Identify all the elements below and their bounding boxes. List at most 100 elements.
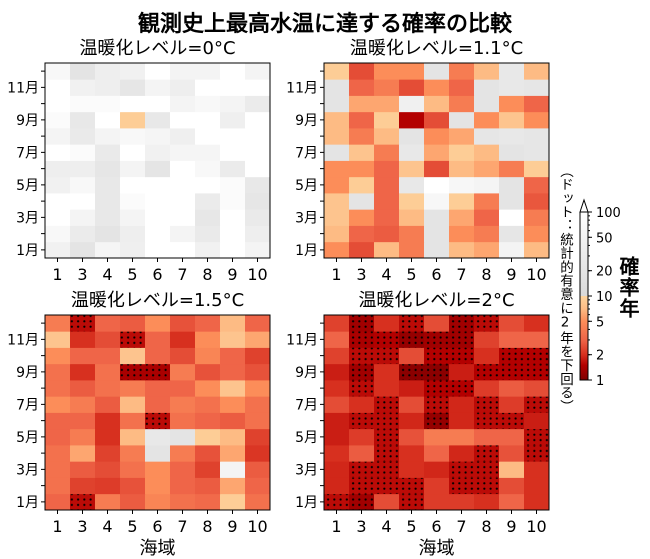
- y-tick-label: 9月: [16, 113, 39, 129]
- heatmap-cell: [374, 493, 400, 511]
- y-tick-label: 5月: [295, 178, 318, 194]
- heatmap-cell: [374, 363, 400, 381]
- heatmap-cell: [374, 144, 400, 161]
- heatmap-cell: [245, 95, 271, 113]
- heatmap-cell: [474, 144, 500, 161]
- heatmap-cell: [324, 315, 350, 332]
- heatmap-cell: [95, 79, 121, 96]
- heatmap-cell: [499, 209, 525, 226]
- significance-dots: [524, 363, 549, 380]
- heatmap-cell: [349, 111, 375, 129]
- heatmap-cell: [170, 95, 196, 113]
- heatmap-cell: [120, 128, 146, 145]
- heatmap-cell: [170, 79, 196, 96]
- x-tick-label: 7: [456, 265, 466, 284]
- heatmap-cell: [399, 380, 425, 397]
- heatmap-cell: [45, 193, 71, 210]
- heatmap-cell: [324, 79, 350, 96]
- heatmap-cell: [449, 209, 475, 226]
- heatmap-cell: [374, 241, 400, 259]
- heatmap-cell: [95, 63, 121, 80]
- significance-dots: [449, 331, 474, 348]
- heatmap-cell: [245, 63, 271, 80]
- heatmap-cell: [120, 461, 146, 478]
- x-tick-label: 3: [77, 517, 87, 536]
- heatmap-cell: [245, 493, 271, 511]
- x-tick-label: 8: [202, 265, 212, 284]
- heatmap-cell: [95, 128, 121, 145]
- significance-dots: [524, 428, 549, 445]
- heatmap-cell: [220, 380, 246, 397]
- heatmap-cell: [424, 428, 450, 446]
- y-tick-label: 3月: [295, 462, 318, 478]
- heatmap-cell: [374, 176, 400, 194]
- heatmap-cell: [349, 396, 375, 413]
- heatmap-cell: [449, 225, 475, 243]
- x-tick-label: 1: [52, 517, 62, 536]
- y-tick-label: 7月: [16, 145, 39, 161]
- heatmap-cell: [195, 225, 221, 243]
- x-tick-label: 9: [506, 517, 516, 536]
- heatmap-cell: [220, 331, 246, 348]
- heatmap-cell: [120, 176, 146, 194]
- x-axis-label: 海域: [419, 538, 455, 559]
- heatmap-cell: [120, 111, 146, 129]
- heatmap-cell: [45, 95, 71, 113]
- heatmap-cell: [349, 209, 375, 226]
- heatmap-cell: [45, 493, 71, 511]
- heatmap-cell: [399, 193, 425, 210]
- heatmap-cell: [145, 461, 171, 478]
- colorbar-label: 確率年: [616, 256, 640, 319]
- heatmap-cell: [170, 380, 196, 397]
- heatmap-cell: [449, 412, 475, 430]
- y-tick-label: 3月: [295, 210, 318, 226]
- x-tick-label: 6: [431, 265, 441, 284]
- heatmap-cell: [95, 477, 121, 495]
- significance-dots: [374, 396, 399, 413]
- heatmap-cell: [145, 63, 171, 80]
- heatmap-cell: [95, 241, 121, 259]
- heatmap-cell: [524, 241, 550, 259]
- heatmap-cell: [245, 331, 271, 348]
- heatmap-cell: [95, 176, 121, 194]
- significance-dots: [349, 477, 374, 494]
- heatmap-cell: [95, 209, 121, 226]
- heatmap-panel-2: 温暖化レベル=1.1°C 1月 3月 5月 7月 9月 11月 1 3 4 5 6 7 8 9 10: [286, 38, 550, 284]
- significance-dots: [70, 315, 95, 332]
- heatmap-cell: [324, 380, 350, 397]
- x-tick-label: 7: [177, 517, 187, 536]
- x-tick-label: 10: [247, 517, 267, 536]
- x-tick-label: 4: [102, 517, 112, 536]
- heatmap-cell: [70, 63, 96, 80]
- heatmap-cell: [95, 428, 121, 446]
- heatmap-cell: [45, 63, 71, 80]
- heatmap-cell: [474, 79, 500, 96]
- significance-dots: [324, 493, 349, 510]
- x-tick-label: 9: [227, 517, 237, 536]
- significance-note: （ドット：統計的有意に2年を下回る）: [557, 164, 573, 414]
- heatmap-cell: [424, 209, 450, 226]
- heatmap-cell: [424, 160, 450, 178]
- heatmap-cell: [245, 380, 271, 397]
- significance-dots: [424, 412, 449, 429]
- heatmap-cell: [424, 225, 450, 243]
- heatmap-cell: [399, 445, 425, 462]
- heatmap-cell: [349, 63, 375, 80]
- heatmap-cell: [499, 396, 525, 413]
- heatmap-cell: [424, 63, 450, 80]
- x-tick-label: 4: [102, 265, 112, 284]
- heatmap-cell: [145, 445, 171, 462]
- heatmap-cell: [95, 396, 121, 413]
- heatmap-cell: [524, 144, 550, 161]
- heatmap-cell: [70, 396, 96, 413]
- x-tick-label: 7: [456, 517, 466, 536]
- heatmap-cell: [499, 193, 525, 210]
- heatmap-cell: [45, 363, 71, 381]
- heatmap-cell: [145, 428, 171, 446]
- x-tick-label: 8: [481, 265, 491, 284]
- figure-title: 観測史上最高水温に達する確率の比較: [137, 12, 512, 37]
- heatmap-cell: [145, 241, 171, 259]
- significance-dots: [474, 396, 499, 413]
- heatmap-cell: [374, 225, 400, 243]
- heatmap-cell: [45, 79, 71, 96]
